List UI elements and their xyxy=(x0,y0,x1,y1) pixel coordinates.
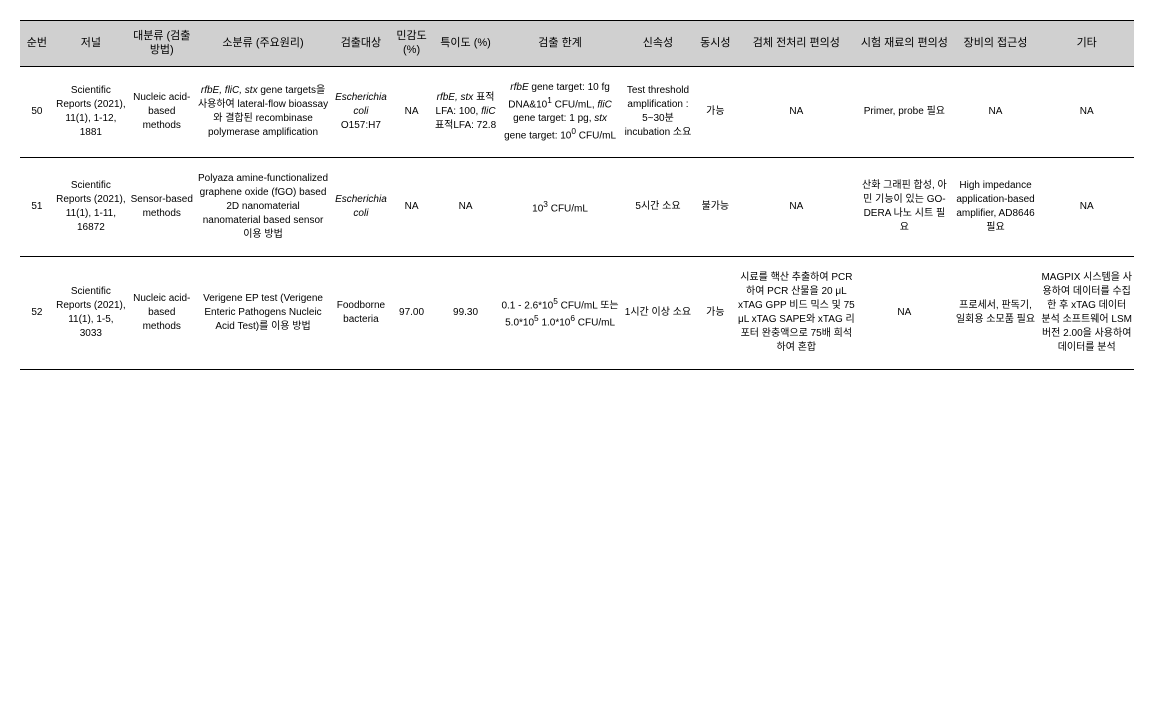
header-sensitivity: 민감도(%) xyxy=(391,21,431,67)
cell-simultaneity: 가능 xyxy=(695,257,735,370)
header-journal: 저널 xyxy=(54,21,128,67)
cell-limit: 103 CFU/mL xyxy=(499,158,621,257)
cell-num: 51 xyxy=(20,158,54,257)
header-pretreatment: 검체 전처리 편의성 xyxy=(736,21,858,67)
cell-limit: rfbE gene target: 10 fg DNA&101 CFU/mL, … xyxy=(499,66,621,158)
cell-category: Nucleic acid-based methods xyxy=(128,257,196,370)
header-specificity: 특이도 (%) xyxy=(432,21,500,67)
table-row: 50Scientific Reports (2021), 11(1), 1-12… xyxy=(20,66,1134,158)
header-limit: 검출 한계 xyxy=(499,21,621,67)
cell-journal: Scientific Reports (2021), 11(1), 1-5, 3… xyxy=(54,257,128,370)
header-num: 순번 xyxy=(20,21,54,67)
cell-category: Sensor-based methods xyxy=(128,158,196,257)
header-test-material: 시험 재료의 편의성 xyxy=(857,21,952,67)
cell-target: Escherichia coli xyxy=(331,158,392,257)
cell-pretreatment: NA xyxy=(736,66,858,158)
cell-num: 52 xyxy=(20,257,54,370)
cell-specificity: rfbE, stx 표적LFA: 100, fliC 표적LFA: 72.8 xyxy=(432,66,500,158)
cell-etc: NA xyxy=(1039,66,1134,158)
pathogen-detection-table: 순번 저널 대분류 (검출방법) 소분류 (주요원리) 검출대상 민감도(%) … xyxy=(20,20,1134,370)
table-row: 52Scientific Reports (2021), 11(1), 1-5,… xyxy=(20,257,1134,370)
cell-journal: Scientific Reports (2021), 11(1), 1-11, … xyxy=(54,158,128,257)
cell-speed: 1시간 이상 소요 xyxy=(621,257,695,370)
cell-equipment: 프로세서, 판독기, 일회용 소모품 필요 xyxy=(952,257,1040,370)
header-equipment: 장비의 접근성 xyxy=(952,21,1040,67)
cell-test-material: Primer, probe 필요 xyxy=(857,66,952,158)
cell-simultaneity: 가능 xyxy=(695,66,735,158)
cell-limit: 0.1 - 2.6*105 CFU/mL 또는 5.0*105 1.0*106 … xyxy=(499,257,621,370)
cell-num: 50 xyxy=(20,66,54,158)
header-speed: 신속성 xyxy=(621,21,695,67)
cell-speed: Test threshold amplification : 5~30분 inc… xyxy=(621,66,695,158)
cell-speed: 5시간 소요 xyxy=(621,158,695,257)
cell-subcategory: Polyaza amine-functionalized graphene ox… xyxy=(196,158,331,257)
cell-category: Nucleic acid-based methods xyxy=(128,66,196,158)
cell-specificity: NA xyxy=(432,158,500,257)
cell-equipment: High impedance application-based amplifi… xyxy=(952,158,1040,257)
cell-specificity: 99.30 xyxy=(432,257,500,370)
cell-subcategory: Verigene EP test (Verigene Enteric Patho… xyxy=(196,257,331,370)
cell-sensitivity: NA xyxy=(391,158,431,257)
header-category: 대분류 (검출방법) xyxy=(128,21,196,67)
cell-test-material: 산화 그래핀 합성, 아민 기능이 있는 GO-DERA 나노 시트 필요 xyxy=(857,158,952,257)
cell-pretreatment: 시료를 핵산 추출하여 PCR하여 PCR 산물을 20 μL xTAG GPP… xyxy=(736,257,858,370)
cell-equipment: NA xyxy=(952,66,1040,158)
cell-pretreatment: NA xyxy=(736,158,858,257)
header-etc: 기타 xyxy=(1039,21,1134,67)
cell-etc: NA xyxy=(1039,158,1134,257)
cell-etc: MAGPIX 시스템을 사용하여 데이터를 수집한 후 xTAG 데이터 분석 … xyxy=(1039,257,1134,370)
cell-target: Escherichia coli O157:H7 xyxy=(331,66,392,158)
header-simultaneity: 동시성 xyxy=(695,21,735,67)
header-target: 검출대상 xyxy=(331,21,392,67)
header-subcategory: 소분류 (주요원리) xyxy=(196,21,331,67)
table-body: 50Scientific Reports (2021), 11(1), 1-12… xyxy=(20,66,1134,370)
cell-simultaneity: 불가능 xyxy=(695,158,735,257)
cell-journal: Scientific Reports (2021), 11(1), 1-12, … xyxy=(54,66,128,158)
cell-target: Foodborne bacteria xyxy=(331,257,392,370)
cell-sensitivity: 97.00 xyxy=(391,257,431,370)
cell-subcategory: rfbE, fliC, stx gene targets을 사용하여 later… xyxy=(196,66,331,158)
cell-sensitivity: NA xyxy=(391,66,431,158)
cell-test-material: NA xyxy=(857,257,952,370)
table-header-row: 순번 저널 대분류 (검출방법) 소분류 (주요원리) 검출대상 민감도(%) … xyxy=(20,21,1134,67)
table-row: 51Scientific Reports (2021), 11(1), 1-11… xyxy=(20,158,1134,257)
